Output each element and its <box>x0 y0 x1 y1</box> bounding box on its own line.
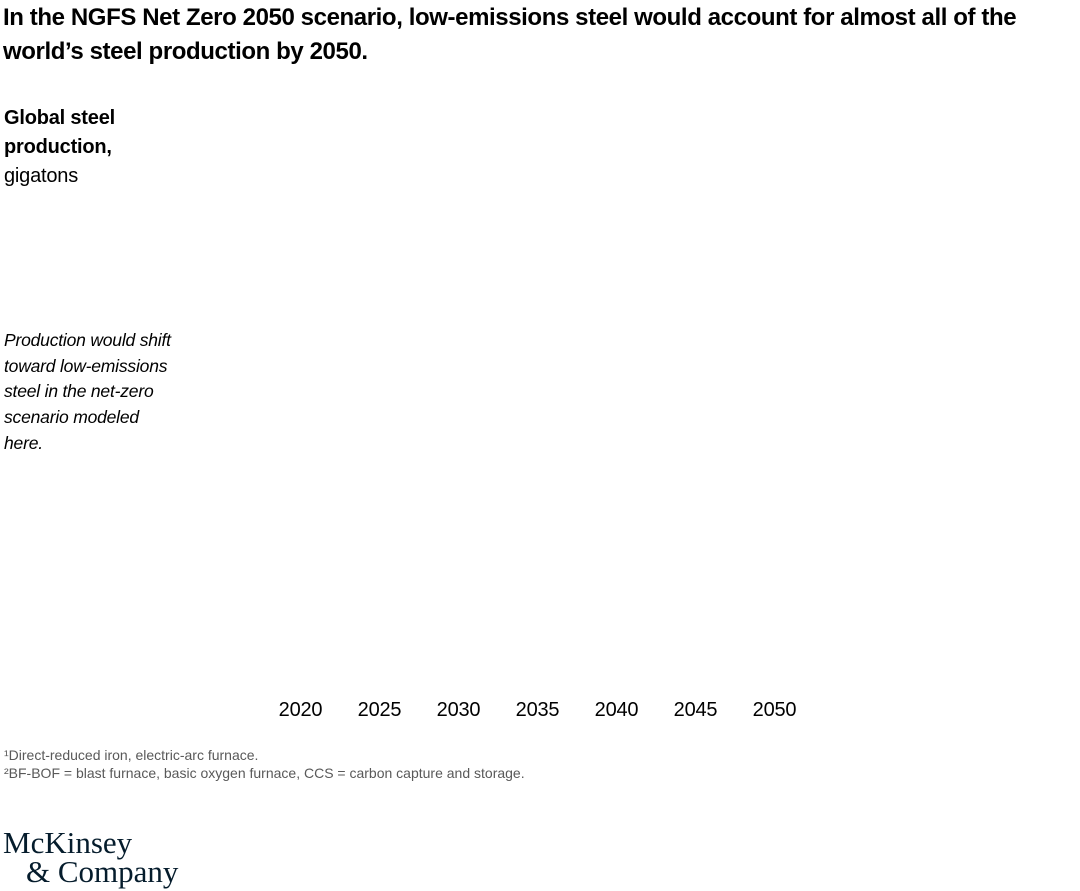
x-tick-2020: 2020 <box>278 699 323 721</box>
logo-line-2: & Company <box>26 854 179 889</box>
y-axis-title-main: Global steel production, <box>4 107 115 158</box>
footnote-1: ¹Direct-reduced iron, electric-arc furna… <box>4 747 259 763</box>
mckinsey-logo: McKinsey & Company <box>3 825 179 889</box>
footnote-2: ²BF-BOF = blast furnace, basic oxygen fu… <box>4 764 525 781</box>
y-axis-title-unit: gigatons <box>4 165 79 187</box>
exhibit-title: In the NGFS Net Zero 2050 scenario, low-… <box>3 4 1017 65</box>
footnotes: ¹Direct-reduced iron, electric-arc furna… <box>4 747 525 782</box>
x-tick-2040: 2040 <box>594 699 639 721</box>
x-tick-2035: 2035 <box>515 699 560 721</box>
x-tick-2025: 2025 <box>357 699 402 721</box>
logo-line-1: McKinsey <box>3 825 133 860</box>
chart-annotation: Production would shift toward low-emissi… <box>4 330 171 453</box>
x-tick-2045: 2045 <box>673 699 718 721</box>
y-axis-title: Global steel production, gigatons <box>4 104 152 191</box>
x-tick-2050: 2050 <box>752 699 797 721</box>
x-axis: 2020 2025 2030 2035 2040 2045 2050 <box>261 699 814 722</box>
plot-area <box>275 205 799 693</box>
x-tick-2030: 2030 <box>436 699 481 721</box>
